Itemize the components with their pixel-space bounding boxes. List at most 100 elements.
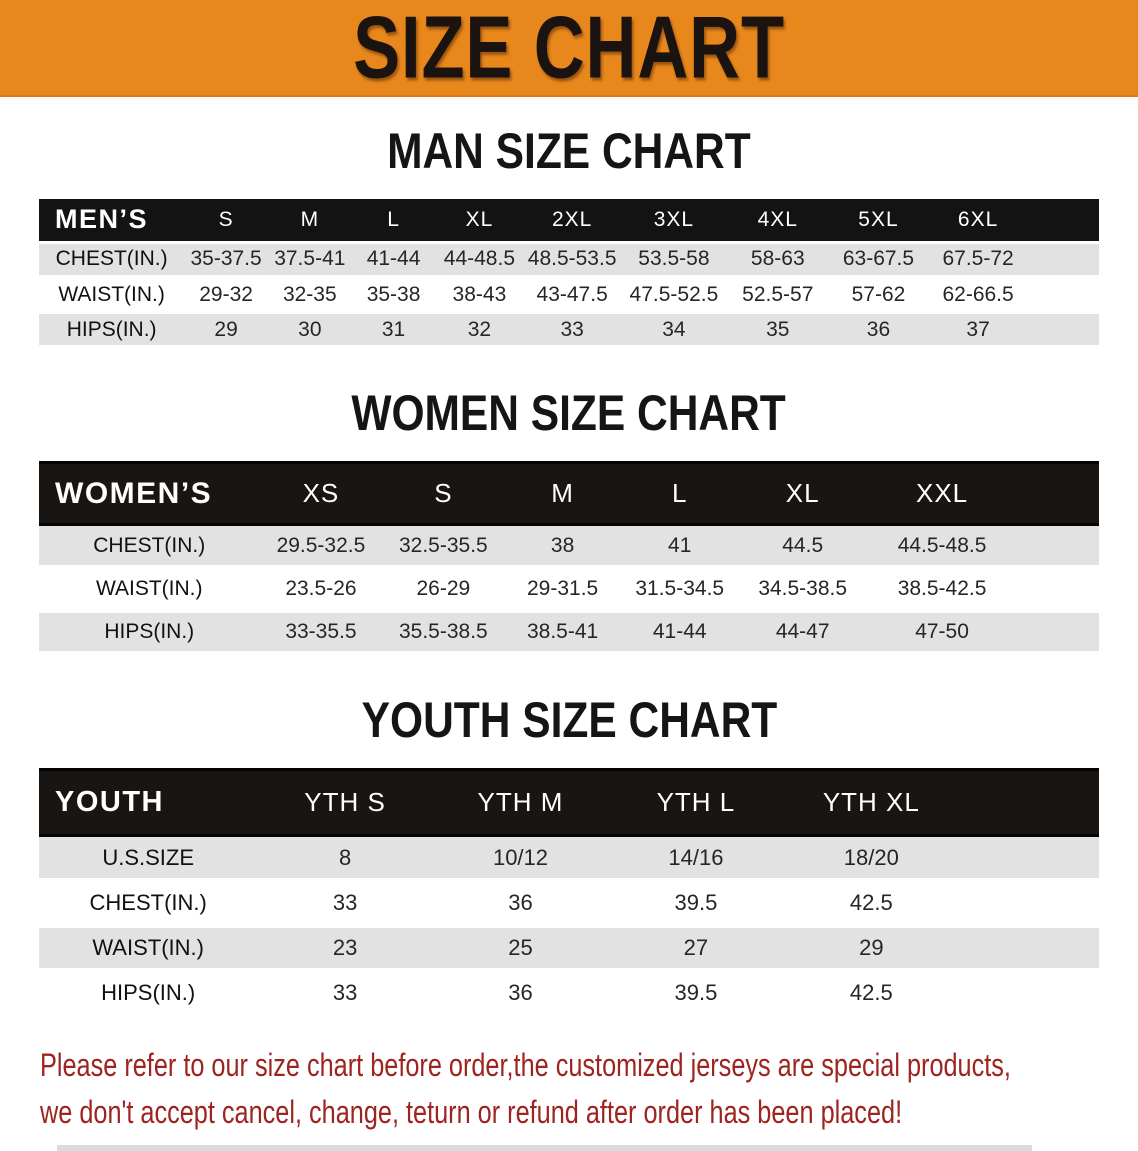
value-cell: 44.5-48.5 (866, 523, 1018, 570)
spacer-cell (959, 880, 1099, 928)
value-cell: 8 (257, 834, 433, 883)
table-row: WAIST(IN.) 23 25 27 29 (39, 925, 1099, 973)
spacer-cell (1017, 567, 1099, 613)
man-section-title-text: MAN SIZE CHART (387, 123, 751, 179)
table-header-label: YOUTH (39, 768, 258, 837)
womens-size-table: WOMEN’S XS S M L XL XXL CHEST(IN.) 29.5-32.5 32.5… (39, 461, 1099, 656)
value-cell: 27 (608, 925, 784, 973)
value-cell: 38.5-41 (504, 610, 621, 656)
value-cell: 25 (432, 925, 609, 973)
value-cell: 38 (504, 523, 621, 570)
value-cell: 18/20 (783, 834, 960, 883)
table-row: HIPS(IN.) 33-35.5 35.5-38.5 38.5-41 41-44 44-… (39, 610, 1099, 656)
table-header-row: WOMEN’S XS S M L XL XXL (39, 461, 1099, 526)
value-cell: 41-44 (620, 610, 739, 656)
mens-size-table: MEN’S S M L XL 2XL 3XL 4XL 5XL 6XL CHEST(IN.) 35-37… (39, 199, 1099, 349)
value-cell: 67.5-72 (928, 240, 1028, 279)
row-label-cell: HIPS(IN.) (39, 610, 260, 656)
value-cell: 53.5-58 (620, 240, 727, 279)
women-section-title: WOMEN SIZE CHART (0, 385, 1138, 441)
value-cell: 36 (432, 970, 609, 1018)
row-label-cell: CHEST(IN.) (39, 523, 260, 570)
man-size-chart-section: MAN SIZE CHART MEN’S S M L XL 2XL 3XL 4XL 5XL 6XL… (0, 123, 1138, 349)
size-header-cell: XL (738, 461, 867, 526)
value-cell: 26-29 (382, 567, 505, 613)
size-header-cell: S (382, 461, 505, 526)
value-cell: 33 (523, 312, 621, 349)
table-row: CHEST(IN.) 35-37.5 37.5-41 41-44 44-48.5 48.5… (39, 240, 1099, 279)
size-header-cell: 5XL (828, 199, 929, 242)
table-header-label: MEN’S (39, 199, 185, 242)
value-cell: 38-43 (435, 277, 524, 314)
spacer-cell (1027, 277, 1099, 314)
value-cell: 62-66.5 (928, 277, 1028, 314)
table-row: CHEST(IN.) 29.5-32.5 32.5-35.5 38 41 44.5 44.5… (39, 523, 1099, 570)
spacer-cell (959, 925, 1099, 973)
value-cell: 48.5-53.5 (523, 240, 621, 279)
value-cell: 10/12 (432, 834, 609, 883)
value-cell: 31.5-34.5 (620, 567, 739, 613)
value-cell: 29 (783, 925, 960, 973)
value-cell: 57-62 (828, 277, 929, 314)
value-cell: 30 (267, 312, 352, 349)
size-header-cell: YTH S (257, 768, 433, 837)
value-cell: 63-67.5 (828, 240, 929, 279)
women-size-chart-section: WOMEN SIZE CHART WOMEN’S XS S M L XL XXL CHEST(… (0, 385, 1138, 656)
spacer-cell (1017, 523, 1099, 570)
table-row: WAIST(IN.) 29-32 32-35 35-38 38-43 43-47.5 47.… (39, 277, 1099, 314)
size-header-cell: 3XL (620, 199, 727, 242)
spacer-cell (959, 970, 1099, 1018)
youth-size-chart-section: YOUTH SIZE CHART YOUTH YTH S YTH M YTH L YTH… (0, 695, 1138, 1018)
value-cell: 47.5-52.5 (620, 277, 727, 314)
value-cell: 29-32 (184, 277, 268, 314)
table-row: HIPS(IN.) 29 30 31 32 33 34 35 36 37 (39, 312, 1099, 349)
size-header-cell: 6XL (928, 199, 1028, 242)
value-cell: 36 (432, 880, 609, 928)
value-cell: 35 (726, 312, 829, 349)
size-header-cell: S (184, 199, 268, 242)
women-section-title-text: WOMEN SIZE CHART (351, 385, 787, 441)
row-label-cell: WAIST(IN.) (39, 925, 258, 973)
size-header-cell: M (504, 461, 621, 526)
bottom-divider (57, 1145, 1032, 1151)
value-cell: 23 (257, 925, 433, 973)
size-header-cell: XS (259, 461, 383, 526)
size-header-cell: XL (435, 199, 524, 242)
table-row: WAIST(IN.) 23.5-26 26-29 29-31.5 31.5-34.5 34… (39, 567, 1099, 613)
table-row: HIPS(IN.) 33 36 39.5 42.5 (39, 970, 1099, 1018)
value-cell: 37.5-41 (267, 240, 352, 279)
table-header-row: YOUTH YTH S YTH M YTH L YTH XL (39, 768, 1099, 837)
youth-section-title: YOUTH SIZE CHART (0, 695, 1138, 745)
spacer-cell (1027, 199, 1099, 242)
size-header-cell: YTH M (432, 768, 609, 837)
value-cell: 43-47.5 (523, 277, 621, 314)
value-cell: 44-47 (738, 610, 867, 656)
value-cell: 33 (257, 970, 433, 1018)
size-header-cell: 4XL (726, 199, 829, 242)
row-label-cell: U.S.SIZE (39, 834, 258, 883)
value-cell: 29-31.5 (504, 567, 621, 613)
table-header-row: MEN’S S M L XL 2XL 3XL 4XL 5XL 6XL (39, 199, 1099, 242)
value-cell: 33 (257, 880, 433, 928)
value-cell: 32.5-35.5 (382, 523, 505, 570)
size-header-cell: XXL (866, 461, 1018, 526)
value-cell: 47-50 (866, 610, 1018, 656)
row-label-cell: WAIST(IN.) (39, 277, 185, 314)
row-label-cell: WAIST(IN.) (39, 567, 260, 613)
row-label-cell: HIPS(IN.) (39, 312, 185, 349)
value-cell: 44.5 (738, 523, 867, 570)
disclaimer-text: Please refer to our size chart before or… (40, 1042, 1138, 1136)
value-cell: 37 (928, 312, 1028, 349)
disclaimer-line-2: we don't accept cancel, change, teturn o… (40, 1094, 903, 1130)
value-cell: 34 (620, 312, 727, 349)
value-cell: 39.5 (608, 880, 784, 928)
value-cell: 41-44 (351, 240, 436, 279)
value-cell: 14/16 (608, 834, 784, 883)
value-cell: 29 (184, 312, 268, 349)
row-label-cell: CHEST(IN.) (39, 880, 258, 928)
size-header-cell: 2XL (523, 199, 621, 242)
value-cell: 36 (828, 312, 929, 349)
banner-title: SIZE CHART (353, 0, 785, 97)
row-label-cell: HIPS(IN.) (39, 970, 258, 1018)
spacer-cell (1027, 312, 1099, 349)
